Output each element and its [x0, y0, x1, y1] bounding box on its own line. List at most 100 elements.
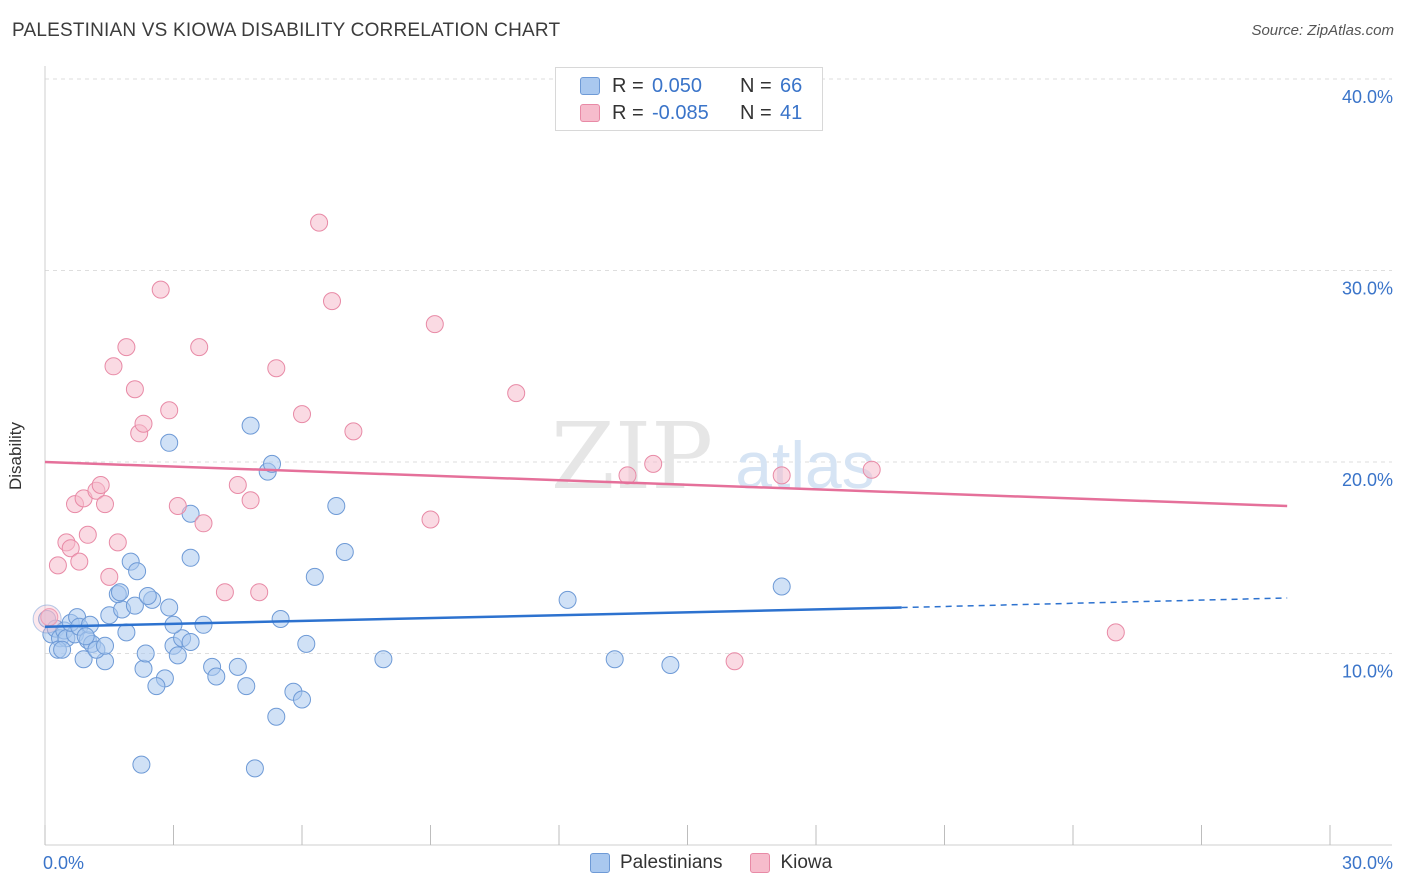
legend-n-label: N =: [740, 101, 772, 124]
legend-row-kiowa: R = -0.085 N = 41: [580, 100, 802, 126]
palestinians-point: [134, 659, 153, 678]
kiowa-point: [117, 338, 136, 357]
kiowa-point: [91, 476, 110, 494]
palestinians-point: [558, 590, 577, 609]
legend-label-palestinians: Palestinians: [620, 852, 723, 873]
kiowa-point: [125, 380, 144, 399]
palestinians-point: [160, 598, 179, 617]
tick-labels: 10.0% 20.0% 30.0% 40.0% 0.0% 30.0%: [43, 87, 1393, 873]
palestinians-point: [117, 623, 136, 642]
kiowa-point: [644, 454, 663, 473]
gridlines: [45, 78, 1392, 654]
kiowa-point: [310, 213, 329, 232]
chart-title: PALESTINIAN VS KIOWA DISABILITY CORRELAT…: [12, 20, 561, 41]
kiowa-point: [134, 414, 153, 433]
legend-label-kiowa: Kiowa: [780, 852, 833, 873]
palestinians-point: [237, 677, 256, 696]
legend-swatch-palestinians: [590, 853, 610, 873]
kiowa-point: [96, 495, 114, 514]
legend-r-value: 0.050: [652, 74, 703, 97]
kiowa-point: [48, 556, 67, 575]
data-points: [32, 213, 1125, 778]
x-tick-label: 30.0%: [1342, 853, 1393, 873]
legend-n-value: 66: [780, 74, 803, 97]
trend-lines: [44, 460, 1288, 628]
kiowa-point: [151, 280, 170, 299]
kiowa-point: [108, 533, 127, 552]
y-axis-label: Disability: [6, 421, 25, 491]
legend-n-value: 41: [780, 101, 803, 124]
legend-swatch-kiowa: [580, 104, 600, 122]
palestinians-point: [374, 650, 393, 669]
axes: [44, 66, 1392, 846]
palestinians-point: [228, 657, 247, 676]
legend-swatch-palestinians: [580, 77, 600, 95]
kiowa-point: [78, 525, 97, 544]
kiowa-point: [100, 567, 119, 586]
kiowa-point: [862, 460, 881, 479]
kiowa-point: [267, 359, 286, 378]
palestinians-point: [53, 640, 72, 659]
palestinians-point: [132, 755, 151, 774]
palestinians-point: [207, 667, 226, 686]
palestinians-point: [271, 610, 290, 628]
kiowa-point: [70, 552, 89, 571]
kiowa-point: [772, 466, 791, 485]
palestinians-point: [181, 548, 200, 567]
kiowa-point: [421, 510, 440, 529]
palestinians-trend-extension: [901, 597, 1288, 609]
kiowa-point: [293, 405, 311, 424]
correlation-legend: R = 0.050 N = 66 R = -0.085 N = 41: [555, 67, 823, 131]
palestinians-point: [267, 707, 286, 726]
palestinians-point: [168, 646, 187, 665]
palestinians-point: [111, 583, 129, 602]
series-legend: Palestinians Kiowa: [590, 852, 860, 874]
kiowa-point: [160, 401, 179, 420]
palestinians-point: [147, 677, 166, 696]
y-tick-label: 30.0%: [1342, 279, 1393, 299]
kiowa-point: [190, 338, 209, 357]
palestinians-point: [181, 633, 200, 651]
kiowa-point: [1106, 623, 1125, 642]
palestinians-point: [605, 650, 624, 669]
source-label: Source: ZipAtlas.com: [1251, 22, 1394, 39]
palestinians-point: [96, 636, 114, 655]
kiowa-point: [228, 476, 247, 494]
kiowa-point: [250, 583, 269, 602]
palestinians-point: [327, 497, 346, 515]
kiowa-trend-line: [44, 460, 1288, 508]
palestinians-point: [74, 650, 93, 669]
legend-r-label: R =: [612, 74, 644, 97]
legend-r-label: R =: [612, 101, 644, 124]
palestinians-point: [772, 577, 791, 596]
kiowa-point: [344, 422, 363, 441]
legend-n-label: N =: [740, 74, 772, 97]
kiowa-point: [425, 315, 444, 334]
kiowa-point: [725, 652, 744, 671]
palestinians-point: [297, 634, 316, 653]
watermark-zip: ZIP: [551, 403, 713, 510]
palestinians-point: [241, 416, 260, 435]
kiowa-point: [323, 292, 341, 311]
palestinians-point: [335, 543, 354, 561]
y-tick-label: 10.0%: [1342, 662, 1393, 682]
kiowa-point: [215, 583, 234, 602]
legend-r-value: -0.085: [652, 101, 709, 124]
palestinians-point: [661, 656, 680, 674]
y-tick-label: 40.0%: [1342, 87, 1393, 107]
palestinians-point: [76, 627, 95, 646]
legend-item-palestinians[interactable]: Palestinians: [590, 852, 722, 874]
palestinians-point: [263, 454, 281, 473]
palestinians-point: [305, 567, 324, 586]
kiowa-point: [104, 357, 123, 376]
kiowa-point: [241, 491, 260, 510]
legend-row-palestinians: R = 0.050 N = 66: [580, 73, 802, 99]
palestinians-point: [125, 596, 144, 615]
palestinians-point: [160, 433, 179, 452]
palestinians-point: [245, 759, 264, 778]
kiowa-point: [194, 514, 213, 533]
legend-item-kiowa[interactable]: Kiowa: [750, 852, 832, 874]
palestinians-point: [138, 587, 157, 605]
palestinians-point: [136, 644, 155, 663]
